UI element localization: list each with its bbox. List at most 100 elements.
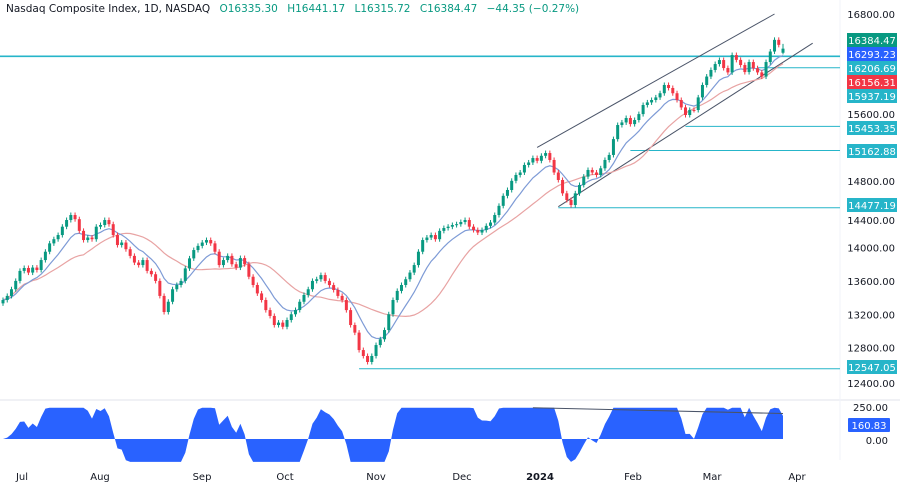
candle-body <box>684 107 687 116</box>
price-label-bg <box>847 198 897 212</box>
price-label-text: 16293.23 <box>848 50 896 61</box>
oscillator-area <box>3 407 783 462</box>
oscillator-value-text: 160.83 <box>852 421 887 432</box>
candle-body <box>115 235 119 246</box>
price-label-text: 16206.69 <box>848 64 896 75</box>
price-label: 16206.69 <box>847 61 897 75</box>
candle-body <box>616 125 620 140</box>
candle-body <box>99 225 102 227</box>
candle-body <box>315 279 319 281</box>
candle-body <box>327 280 331 286</box>
candle-body <box>573 193 577 206</box>
candle-body <box>340 295 344 301</box>
candle-body <box>344 300 348 311</box>
candle-body <box>332 285 336 291</box>
candle-body <box>594 172 598 175</box>
candle-body <box>569 200 573 206</box>
candle-body <box>137 262 141 266</box>
candle-body <box>31 267 35 273</box>
candle-body <box>90 237 94 240</box>
candle-body <box>226 255 230 261</box>
candle-body <box>633 120 637 125</box>
candle-body <box>43 251 47 261</box>
candle-body <box>552 159 556 173</box>
candle-body <box>510 180 514 190</box>
candle-body <box>86 237 90 241</box>
candle-body <box>544 153 548 156</box>
candle-body <box>467 220 471 227</box>
candle-body <box>768 51 772 63</box>
candle-body <box>624 118 628 123</box>
candle-body <box>395 290 399 301</box>
candle-body <box>77 219 81 231</box>
candle-body <box>9 289 13 296</box>
oscillator-tick-label: 250.00 <box>853 403 888 414</box>
candle-body <box>111 224 115 236</box>
candle-body <box>641 104 645 115</box>
candle-body <box>230 255 234 265</box>
candle-body <box>743 65 747 73</box>
y-tick-label: 14800.00 <box>847 177 895 188</box>
y-tick-label: 13600.00 <box>847 277 895 288</box>
price-label: 16384.47 <box>847 33 897 47</box>
fast-moving-average-line <box>2 54 784 340</box>
candle-body <box>650 99 654 103</box>
candle-body <box>260 293 264 301</box>
ohlc-open: O16335.30 <box>219 3 278 15</box>
y-tick-label: 14400.00 <box>847 216 895 227</box>
candle-body <box>200 242 204 246</box>
candle-body <box>306 289 310 296</box>
candle-body <box>107 220 111 225</box>
candle-body <box>52 239 56 244</box>
candle-body <box>518 172 522 175</box>
candle-body <box>213 243 217 252</box>
candle-body <box>777 39 781 45</box>
candle-body <box>391 300 395 315</box>
candle-body <box>675 93 679 100</box>
candle-body <box>667 84 671 88</box>
channel-lower-line <box>558 42 813 208</box>
candle-body <box>734 55 738 60</box>
candle-body <box>353 325 357 333</box>
candle-body <box>272 315 276 326</box>
candle-body <box>722 60 726 69</box>
candle-body <box>18 270 22 281</box>
y-tick-label: 12400.00 <box>847 379 895 390</box>
x-tick-label: Jul <box>15 472 28 483</box>
x-tick-label: Dec <box>452 472 471 483</box>
candle-body <box>183 268 187 281</box>
candle-body <box>751 62 755 69</box>
price-label-text: 15937.19 <box>848 92 896 103</box>
candle-body <box>60 226 64 236</box>
slow-moving-average-line <box>2 63 784 318</box>
candle-body <box>658 93 662 98</box>
symbol-title[interactable]: Nasdaq Composite Index, 1D, NASDAQ <box>6 3 211 15</box>
candle-body <box>196 245 200 251</box>
candle-body <box>255 284 259 294</box>
candle-body <box>556 172 560 180</box>
candle-body <box>319 275 323 280</box>
candle-body <box>302 295 306 302</box>
candle-body <box>578 184 582 194</box>
price-label-text: 16156.31 <box>848 78 896 89</box>
candle-body <box>527 162 531 165</box>
candle-body <box>281 322 285 327</box>
candle-body <box>132 255 136 263</box>
candle-body <box>472 226 476 231</box>
x-tick-label: Aug <box>90 472 110 483</box>
oscillator-value-bg <box>848 418 890 432</box>
price-label: 14477.19 <box>847 198 897 212</box>
candle-body <box>425 237 429 241</box>
candle-body <box>679 99 683 108</box>
candle-body <box>149 270 153 275</box>
candle-body <box>234 264 238 268</box>
candle-body <box>5 295 9 301</box>
candle-body <box>404 279 408 285</box>
candle-body <box>421 240 425 252</box>
candle-body <box>56 235 60 240</box>
candle-body <box>692 109 696 111</box>
candle-body <box>1 300 5 304</box>
candle-body <box>756 68 760 73</box>
price-label-text: 15162.88 <box>848 147 896 158</box>
